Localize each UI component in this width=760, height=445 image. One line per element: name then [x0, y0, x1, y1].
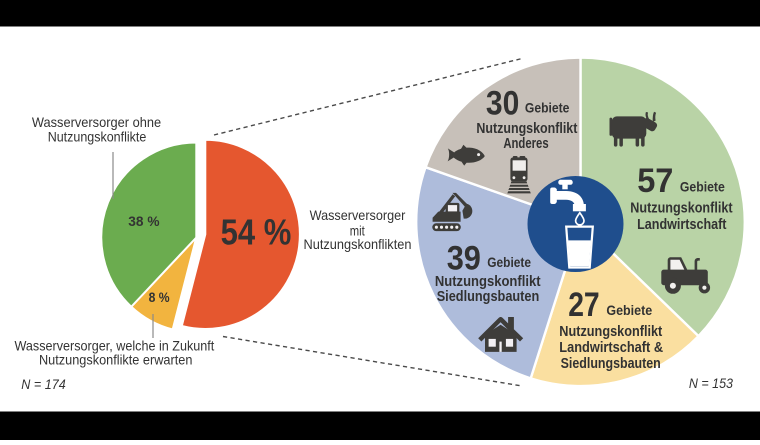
svg-text:N = 153: N = 153 — [689, 375, 733, 391]
svg-text:Gebiete: Gebiete — [606, 303, 652, 318]
svg-text:Siedlungsbauten: Siedlungsbauten — [437, 289, 540, 305]
svg-text:57: 57 — [637, 162, 673, 200]
svg-text:Siedlungsbauten: Siedlungsbauten — [561, 356, 661, 372]
svg-text:38 %: 38 % — [128, 213, 160, 229]
svg-text:Gebiete: Gebiete — [680, 180, 725, 195]
svg-text:27: 27 — [568, 286, 600, 324]
svg-text:Landwirtschaft &: Landwirtschaft & — [559, 340, 663, 356]
svg-text:Wasserversorger ohne: Wasserversorger ohne — [32, 114, 161, 130]
svg-text:Nutzungskonflikte erwarten: Nutzungskonflikte erwarten — [39, 352, 192, 368]
svg-text:8 %: 8 % — [149, 289, 170, 305]
svg-text:Nutzungskonflikte: Nutzungskonflikte — [48, 129, 147, 145]
svg-text:N = 174: N = 174 — [21, 376, 66, 392]
svg-text:39: 39 — [447, 239, 481, 277]
svg-text:Gebiete: Gebiete — [525, 100, 570, 115]
svg-text:Gebiete: Gebiete — [487, 255, 531, 270]
svg-text:Wasserversorger, welche in Zuk: Wasserversorger, welche in Zukunft — [15, 337, 215, 353]
svg-text:Anderes: Anderes — [503, 136, 548, 152]
svg-text:30: 30 — [486, 84, 519, 122]
svg-text:Nutzungskonflikt: Nutzungskonflikt — [559, 324, 662, 340]
svg-text:Nutzungskonflikten: Nutzungskonflikten — [304, 236, 412, 252]
svg-text:Nutzungskonflikt: Nutzungskonflikt — [476, 121, 577, 137]
svg-text:Wasserversorger: Wasserversorger — [310, 207, 406, 223]
svg-text:54 %: 54 % — [221, 211, 292, 252]
svg-text:Landwirtschaft: Landwirtschaft — [637, 217, 727, 233]
svg-text:Nutzungskonflikt: Nutzungskonflikt — [630, 200, 732, 216]
svg-text:Nutzungskonflikt: Nutzungskonflikt — [435, 274, 541, 290]
svg-text:mit: mit — [350, 223, 365, 239]
